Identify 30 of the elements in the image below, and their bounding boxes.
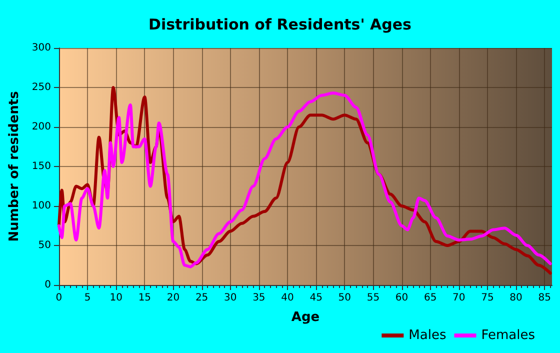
x-tick-label: 10 bbox=[110, 292, 122, 304]
x-tick-label: 0 bbox=[56, 292, 62, 304]
y-tick-label: 200 bbox=[32, 122, 51, 132]
x-tick-label: 45 bbox=[310, 292, 322, 304]
x-tick-label: 20 bbox=[166, 292, 180, 304]
y-tick-label: 250 bbox=[32, 82, 51, 93]
x-tick-label: 35 bbox=[252, 292, 266, 304]
y-tick-label: 0 bbox=[44, 280, 51, 290]
x-tick-label: 50 bbox=[338, 292, 351, 304]
y-tick-label: 300 bbox=[32, 42, 51, 54]
y-tick-label: 50 bbox=[38, 240, 51, 251]
x-tick-label: 15 bbox=[138, 292, 152, 304]
x-tick-label: 55 bbox=[366, 292, 380, 304]
x-tick-label: 5 bbox=[84, 292, 91, 304]
legend-label: Females bbox=[481, 328, 536, 343]
x-tick-label: 40 bbox=[281, 292, 294, 304]
x-axis-title: Age bbox=[291, 310, 320, 325]
legend-label: Males bbox=[408, 328, 446, 343]
y-tick-label: 150 bbox=[32, 161, 51, 172]
y-tick-label: 100 bbox=[32, 200, 51, 212]
x-tick-label: 30 bbox=[224, 292, 237, 304]
x-tick-label: 25 bbox=[195, 292, 208, 304]
chart-title: Distribution of Residents' Ages bbox=[148, 16, 412, 34]
x-tick-label: 65 bbox=[424, 292, 437, 304]
x-tick-label: 75 bbox=[481, 292, 494, 304]
x-tick-label: 80 bbox=[510, 292, 522, 304]
y-axis-title: Number of residents bbox=[7, 90, 22, 242]
x-tick-label: 60 bbox=[395, 292, 408, 304]
x-tick-label: 85 bbox=[538, 292, 551, 304]
x-tick-label: 70 bbox=[452, 292, 466, 304]
